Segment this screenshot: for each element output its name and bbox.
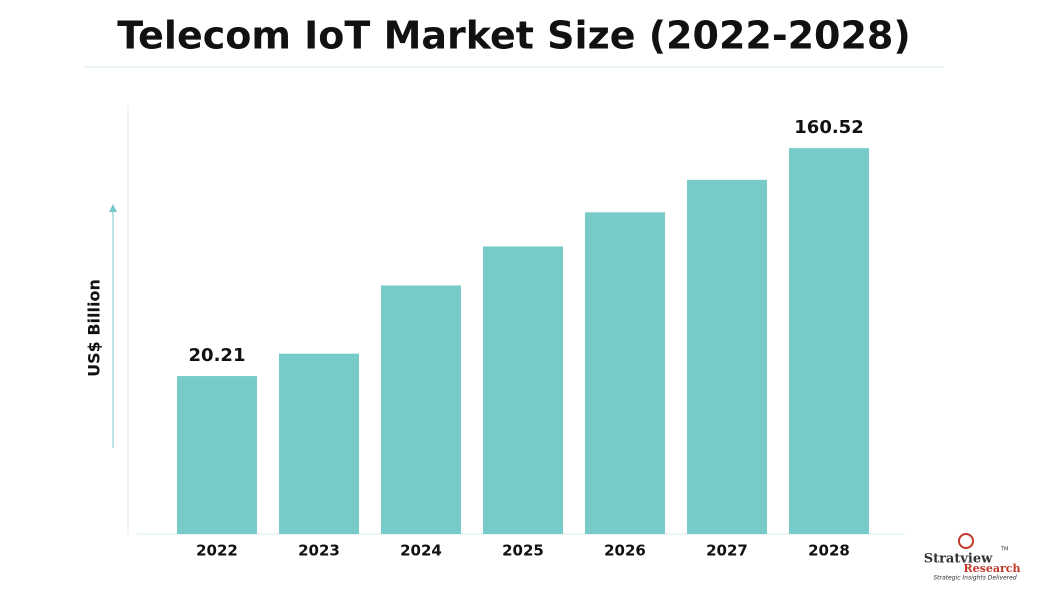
logo-sub: Research — [964, 562, 1021, 575]
chart-title: Telecom IoT Market Size (2022-2028) — [117, 14, 910, 58]
bar — [381, 285, 461, 534]
x-tick-label: 2023 — [298, 542, 340, 560]
bar — [585, 212, 665, 534]
x-tick-label: 2026 — [604, 542, 646, 560]
x-tick-label: 2022 — [196, 542, 238, 560]
bar — [483, 246, 563, 534]
logo-icon — [958, 533, 974, 549]
x-tick-label: 2025 — [502, 542, 544, 560]
value-label: 20.21 — [189, 345, 246, 366]
x-tick-label: 2028 — [808, 542, 850, 560]
y-axis-label: US$ Billion — [85, 279, 104, 377]
x-tick-label: 2027 — [706, 542, 748, 560]
logo-tm: TM — [1000, 547, 1008, 553]
logo-tagline: Strategic Insights Delivered — [933, 575, 1016, 582]
bar — [789, 148, 869, 535]
bar — [279, 353, 359, 534]
axis-arrow-head — [109, 204, 117, 212]
value-label: 160.52 — [794, 117, 863, 138]
x-tick-label: 2024 — [400, 542, 442, 560]
logo: Stratview TM Research Strategic Insights… — [924, 533, 1021, 582]
logo-name: Stratview — [924, 552, 993, 567]
bar — [177, 376, 257, 534]
bar — [687, 179, 767, 534]
